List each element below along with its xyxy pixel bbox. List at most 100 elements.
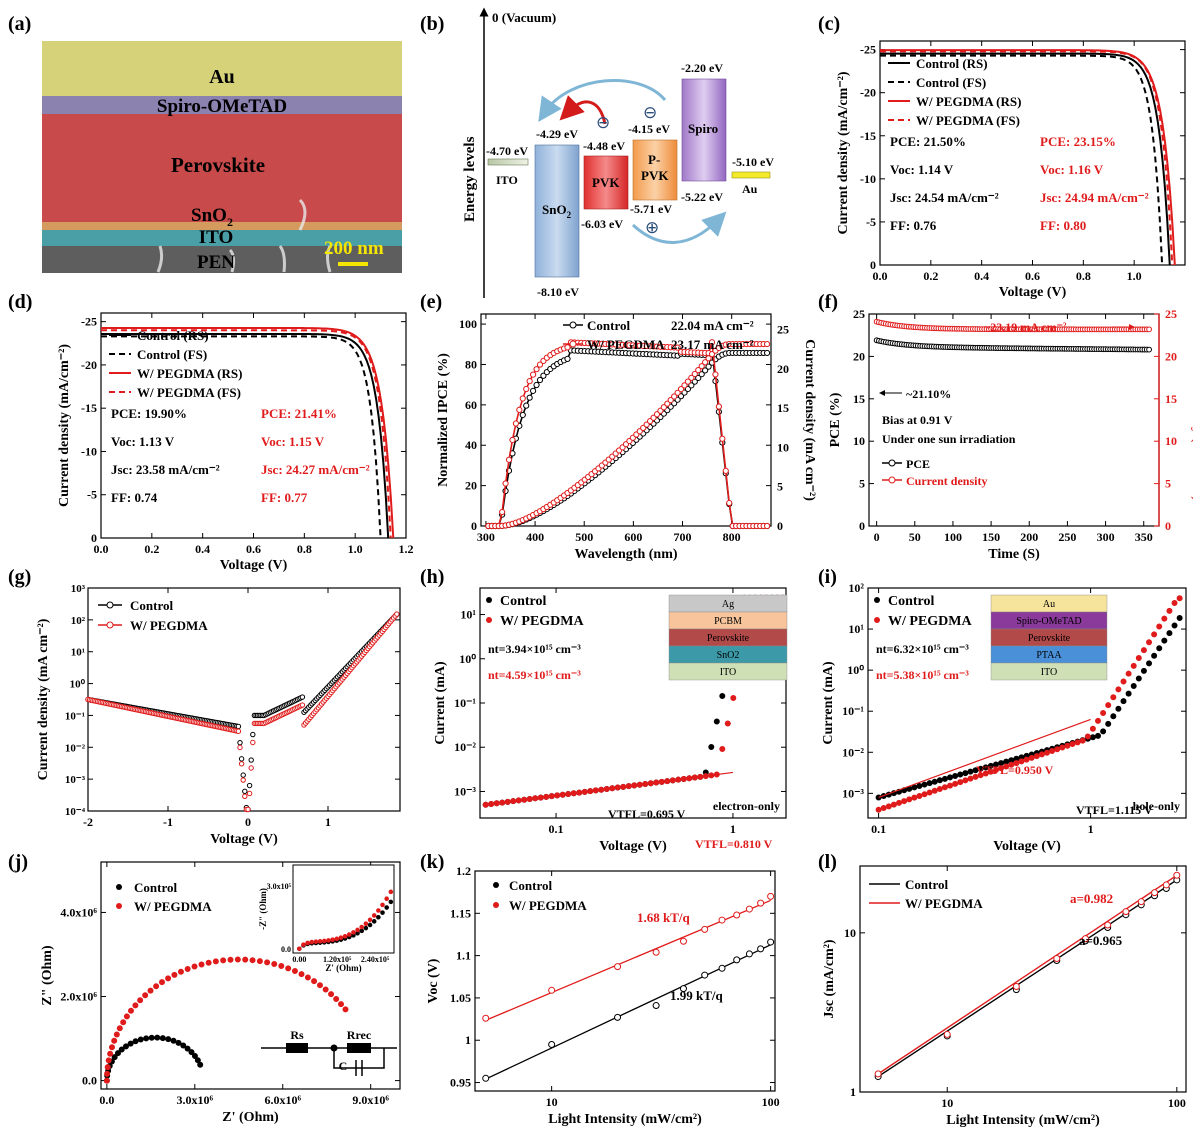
nyquist-point xyxy=(234,956,241,963)
dark-jv-point xyxy=(299,702,306,708)
nyquist-point xyxy=(154,1034,161,1041)
resistor-rs xyxy=(286,1043,308,1053)
nyquist-point xyxy=(212,958,219,965)
y2-tick-label: 25 xyxy=(777,323,789,337)
legend-label: Control (FS) xyxy=(916,75,986,90)
panel-label: (k) xyxy=(420,851,444,873)
nyquist-point xyxy=(137,997,144,1004)
nyquist-point xyxy=(180,1042,187,1049)
y-tick-label: 10⁻² xyxy=(65,742,86,754)
x-tick-label: 0.2 xyxy=(144,542,159,556)
panel-j: (j) 0.0 3.0x10⁶ 6.0x10⁶ 9.0x10⁶ 0.0 2.0x10⁶ 4.0… xyxy=(8,851,401,1125)
nyquist-point xyxy=(337,1001,344,1008)
sno2-band xyxy=(534,144,580,278)
voc-point xyxy=(718,964,726,972)
inset-point xyxy=(384,905,389,910)
nyquist-point xyxy=(278,962,285,969)
panel-label: (j) xyxy=(8,851,28,873)
metric-control: Jsc: 24.54 mA/cm⁻² xyxy=(890,190,999,205)
ipce-point xyxy=(523,385,530,393)
nyquist-point xyxy=(116,1025,123,1032)
inset-point xyxy=(305,940,310,946)
dark-jv-point xyxy=(240,772,246,778)
sclc-point xyxy=(896,799,903,806)
nyquist-point xyxy=(137,1036,144,1043)
legend-label: Control xyxy=(134,880,177,895)
sclc-point xyxy=(1089,734,1096,741)
x-axis-label: Time (S) xyxy=(988,547,1040,562)
sno2-name: SnO2 xyxy=(542,202,572,220)
legend-label: Control xyxy=(888,594,935,609)
nyquist-point xyxy=(113,1031,120,1038)
y-tick-label: 10¹ xyxy=(848,622,864,636)
sclc-point xyxy=(1151,631,1158,638)
jint-point xyxy=(677,385,685,393)
y-tick-label: 10 xyxy=(853,434,865,448)
sclc-point xyxy=(947,774,954,781)
jint-point xyxy=(674,389,681,396)
voc-point xyxy=(718,916,726,924)
sclc-point xyxy=(1059,744,1066,751)
inset-y-label: -Z" (Ohm) xyxy=(258,888,268,930)
voc-point xyxy=(701,925,709,933)
y-tick-label: 10³ xyxy=(71,583,86,595)
dark-jv-point xyxy=(235,728,242,734)
voc-point xyxy=(614,1013,622,1021)
jv-curve xyxy=(101,335,382,539)
ipce-point xyxy=(674,344,681,351)
electron-back-arrow xyxy=(559,95,607,125)
voc-point xyxy=(745,905,753,913)
inset-point xyxy=(384,896,389,902)
trap-density-pegdma: nt=5.38×10¹⁵ cm⁻³ xyxy=(876,668,969,682)
inset-point xyxy=(363,921,369,926)
y-tick-label: 0.95 xyxy=(450,1076,471,1090)
panel-label: (h) xyxy=(420,566,444,588)
sclc-point xyxy=(1089,725,1096,732)
jint-point xyxy=(705,355,712,362)
nyquist-point xyxy=(123,1013,130,1020)
nyquist-point xyxy=(184,965,191,972)
sclc-point xyxy=(992,766,999,773)
sclc-point xyxy=(1135,675,1142,682)
inset-point xyxy=(309,939,315,945)
sclc-point xyxy=(947,782,954,789)
x-tick-label: 0.2 xyxy=(923,269,938,283)
ipce-point xyxy=(512,420,519,427)
panel-h: (h) 0.1 1 10⁻³ 10⁻² 10⁻¹ 10⁰ 10¹ Voltage (V) Curr… xyxy=(420,566,788,854)
au-level xyxy=(731,171,771,179)
trap-density-pegdma: nt=4.59×10¹⁵ cm⁻³ xyxy=(488,668,581,682)
dark-jv-point xyxy=(237,744,243,751)
sclc-point xyxy=(719,746,726,753)
inset-x-label: Z' (Ohm) xyxy=(325,963,361,973)
inset-point xyxy=(371,913,377,918)
jint-point xyxy=(763,349,771,357)
energy-axis-label: Energy levels xyxy=(462,136,478,222)
legend-label: Control (RS) xyxy=(916,56,988,71)
legend-label: W/ PEGDMA xyxy=(130,618,208,633)
metric-control: PCE: 21.50% xyxy=(890,134,966,149)
label-sno2: SnO2 xyxy=(191,205,233,229)
nyquist-point xyxy=(127,1007,134,1014)
voc-point xyxy=(652,948,660,956)
sclc-point xyxy=(911,784,918,791)
jint-point xyxy=(667,396,674,404)
sclc-point xyxy=(1064,742,1071,749)
inset-point xyxy=(355,927,360,933)
dark-jv-point xyxy=(237,739,243,746)
jint-point xyxy=(763,340,771,348)
annotation-irradiation: Under one sun irradiation xyxy=(882,432,1016,446)
y-tick-label: -10 xyxy=(860,172,876,186)
metric-control: Voc: 1.13 V xyxy=(111,434,175,449)
jv-curve xyxy=(101,332,390,539)
ppvk-bottom-value: -5.71 eV xyxy=(630,202,672,216)
dark-jv-point xyxy=(246,782,253,789)
nyquist-point xyxy=(107,1050,114,1057)
ipce-point xyxy=(536,361,544,368)
sclc-point xyxy=(1176,614,1183,621)
x-tick-label: 100 xyxy=(762,1095,780,1109)
sclc-point xyxy=(916,782,923,789)
layer-ito xyxy=(42,230,402,246)
x-tick-label: 0.1 xyxy=(549,822,564,836)
nyquist-point xyxy=(132,1002,139,1009)
jsc-point xyxy=(1151,889,1159,897)
